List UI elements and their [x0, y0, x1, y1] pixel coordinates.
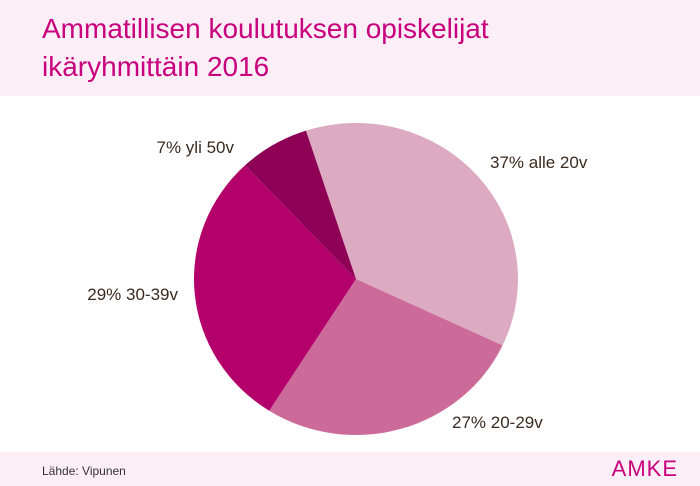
source-note: Lähde: Vipunen — [42, 464, 126, 478]
footer: Lähde: Vipunen AMKE — [0, 452, 700, 486]
pie-slice-20-29v — [269, 279, 503, 436]
amke-logo: AMKE — [611, 456, 678, 481]
title-line-2: ikäryhmittäin 2016 — [42, 51, 270, 82]
header: Ammatillisen koulutuksen opiskelijat ikä… — [0, 0, 700, 96]
pie-slice-30-39v — [193, 165, 356, 411]
title-line-1: Ammatillisen koulutuksen opiskelijat — [42, 13, 489, 44]
pie-chart-svg: 37% alle 20v 27% 20-29v 29% 30-39v 7% yli 5… — [87, 123, 588, 436]
pie-slice-yli-50v — [245, 130, 356, 279]
slice-label-30-39v: 29% 30-39v — [87, 285, 178, 304]
slice-label-yli-50v: 7% yli 50v — [157, 138, 235, 157]
slice-label-20-29v: 27% 20-29v — [452, 413, 543, 432]
pie-chart: 37% alle 20v 27% 20-29v 29% 30-39v 7% yli 5… — [0, 96, 700, 452]
chart-title: Ammatillisen koulutuksen opiskelijat ikä… — [42, 10, 489, 86]
slice-label-alle-20v: 37% alle 20v — [490, 153, 588, 172]
pie-slice-alle-20v — [305, 123, 518, 346]
